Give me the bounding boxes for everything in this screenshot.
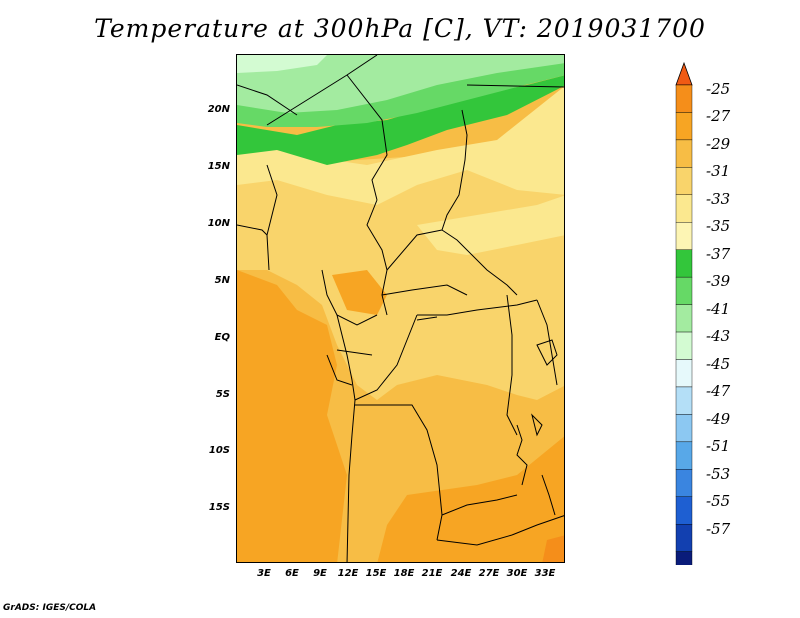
colorbar-swatch: [675, 194, 693, 223]
field-band-27-29-c: [332, 270, 387, 315]
colorbar-swatch: [675, 359, 693, 388]
field-band-33-35: [237, 86, 564, 205]
map-title: Temperature at 300hPa [C], VT: 201903170…: [94, 14, 706, 43]
colorbar-label: -55: [706, 492, 731, 510]
country-borders: [237, 55, 564, 562]
lat-label-eq: EQ: [214, 332, 230, 343]
field-band-27-29-b: [377, 436, 564, 562]
colorbar-label: -57: [706, 520, 731, 538]
lon-label-30e: 30E: [506, 568, 528, 579]
colorbar-label: -43: [706, 327, 731, 345]
colorbar-label: -53: [706, 465, 731, 483]
colorbar-swatch: [675, 112, 693, 141]
map-plot-area: [236, 54, 565, 563]
temperature-map: [237, 55, 564, 562]
colorbar-swatch: [675, 524, 693, 552]
colorbar-label: -49: [706, 410, 731, 428]
colorbar-swatch: [675, 441, 693, 470]
field-band-35-37: [237, 75, 564, 165]
lon-label-3e: 3E: [257, 568, 271, 579]
colorbar-label: -37: [706, 245, 731, 263]
colorbar-swatch: [675, 331, 693, 360]
lat-label-15s: 15S: [208, 502, 230, 513]
colorbar-label: -25: [706, 80, 731, 98]
colorbar-label: -35: [706, 217, 731, 235]
colorbar-swatch: [675, 414, 693, 443]
field-band-27-29-d: [542, 535, 564, 562]
colorbar-swatch: [675, 386, 693, 415]
colorbar-label: -27: [706, 107, 731, 125]
field-band-39-41: [237, 55, 564, 113]
lon-label-33e: 33E: [534, 568, 556, 579]
lon-label-9e: 9E: [313, 568, 327, 579]
colorbar-label: -47: [706, 382, 731, 400]
lat-label-20n: 20N: [207, 104, 230, 115]
colorbar-label: -39: [706, 272, 731, 290]
colorbar-swatch: [675, 304, 693, 333]
field-band-41-43: [237, 55, 327, 73]
colorbar-swatch: [675, 139, 693, 168]
lon-label-27e: 27E: [478, 568, 500, 579]
colorbar-swatch: [675, 167, 693, 195]
colorbar-label: -31: [706, 162, 731, 180]
colorbar: [675, 61, 693, 565]
lon-label-15e: 15E: [365, 568, 387, 579]
lon-label-6e: 6E: [285, 568, 299, 579]
colorbar-label: -45: [706, 355, 731, 373]
lon-label-24e: 24E: [450, 568, 472, 579]
colorbar-swatch: [675, 84, 693, 113]
field-band-33-35-b: [417, 195, 564, 255]
field-band-27-29-a: [237, 270, 347, 562]
lon-label-18e: 18E: [393, 568, 415, 579]
colorbar-swatch: [675, 551, 693, 565]
footer-credit: GrADS: IGES/COLA: [3, 603, 97, 613]
colorbar-swatch: [675, 496, 693, 525]
colorbar-label: -41: [706, 300, 731, 318]
colorbar-swatch: [675, 249, 693, 278]
lat-label-15n: 15N: [207, 161, 230, 172]
colorbar-label: -33: [706, 190, 731, 208]
colorbar-max-arrow: [675, 61, 693, 86]
lat-label-5s: 5S: [215, 389, 230, 400]
lon-label-12e: 12E: [337, 568, 359, 579]
colorbar-swatch: [675, 222, 693, 250]
lat-label-5n: 5N: [214, 275, 230, 286]
lakes: [416, 316, 558, 516]
lat-label-10n: 10N: [207, 218, 230, 229]
colorbar-swatch: [675, 276, 693, 305]
lon-label-21e: 21E: [421, 568, 443, 579]
colorbar-swatch: [675, 469, 693, 497]
colorbar-label: -29: [706, 135, 731, 153]
colorbar-label: -51: [706, 437, 731, 455]
lat-label-10s: 10S: [208, 445, 230, 456]
